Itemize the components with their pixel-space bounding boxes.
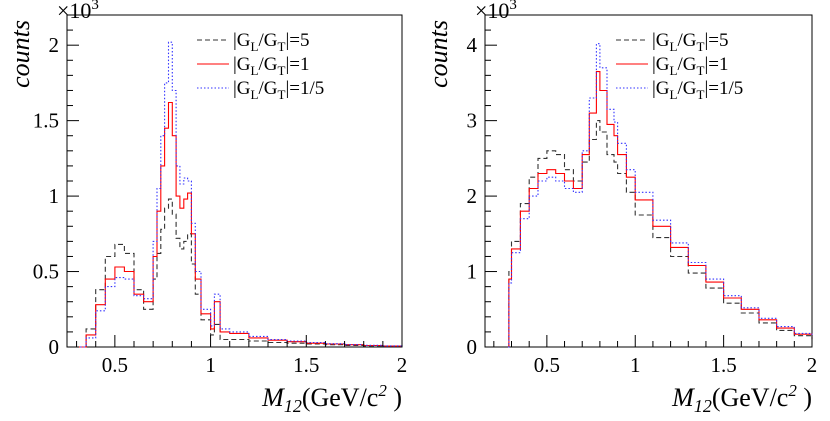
x-tick-label: 0.5 — [534, 353, 560, 377]
legend-label-3: |GL/GT|=1/5 — [233, 78, 324, 102]
x-tick-label: 1 — [205, 353, 216, 377]
legend-label-3: |GL/GT|=1/5 — [652, 78, 743, 102]
y-tick-label: 1 — [49, 184, 60, 208]
series-line-3 — [76, 41, 403, 348]
y-tick-label: 2 — [467, 184, 478, 208]
x-axis-label: M12(GeV/c2 ) — [261, 381, 402, 416]
y-tick-label: 1.5 — [33, 109, 59, 133]
plot-frame — [484, 14, 813, 348]
y-tick-label: 4 — [467, 33, 478, 57]
x-tick-label: 0.5 — [102, 353, 128, 377]
series-line-1 — [508, 120, 813, 348]
series-line-3 — [508, 43, 813, 348]
y-tick-label: 3 — [467, 109, 478, 133]
chart-panel-left: 0.5 1 1.5 2 0 0.5 1 1.5 2 ×103 counts M12(GeV/c2 ) |… — [6, 0, 407, 416]
series-line-2 — [76, 101, 403, 348]
chart-panel-right: 0.5 1 1.5 2 0 1 2 3 4 ×103 counts M12(GeV/c2 ) |GL/G… — [424, 0, 817, 416]
legend-label-1: |GL/GT|=5 — [652, 30, 728, 54]
legend-label-2: |GL/GT|=1 — [652, 54, 728, 78]
x-axis-label: M12(GeV/c2 ) — [671, 381, 812, 416]
series-line-2 — [508, 71, 813, 348]
x-tick-label: 1.5 — [293, 353, 319, 377]
x-tick-label: 1.5 — [710, 353, 736, 377]
x-tick-label: 2 — [397, 353, 408, 377]
y-axis-label: counts — [6, 20, 35, 88]
y-tick-label: 0 — [467, 335, 478, 359]
axis-exponent-label: ×103 — [475, 0, 517, 23]
y-tick-label: 0 — [49, 335, 60, 359]
x-tick-label: 2 — [807, 353, 818, 377]
legend-label-2: |GL/GT|=1 — [233, 54, 309, 78]
axis-exponent-label: ×103 — [57, 0, 99, 23]
legend-label-1: |GL/GT|=5 — [233, 30, 309, 54]
series-line-1 — [76, 198, 403, 348]
x-tick-label: 1 — [630, 353, 641, 377]
y-tick-label: 1 — [467, 260, 478, 284]
y-tick-label: 2 — [49, 33, 60, 57]
y-axis-label: counts — [424, 20, 453, 88]
y-tick-label: 0.5 — [33, 260, 59, 284]
